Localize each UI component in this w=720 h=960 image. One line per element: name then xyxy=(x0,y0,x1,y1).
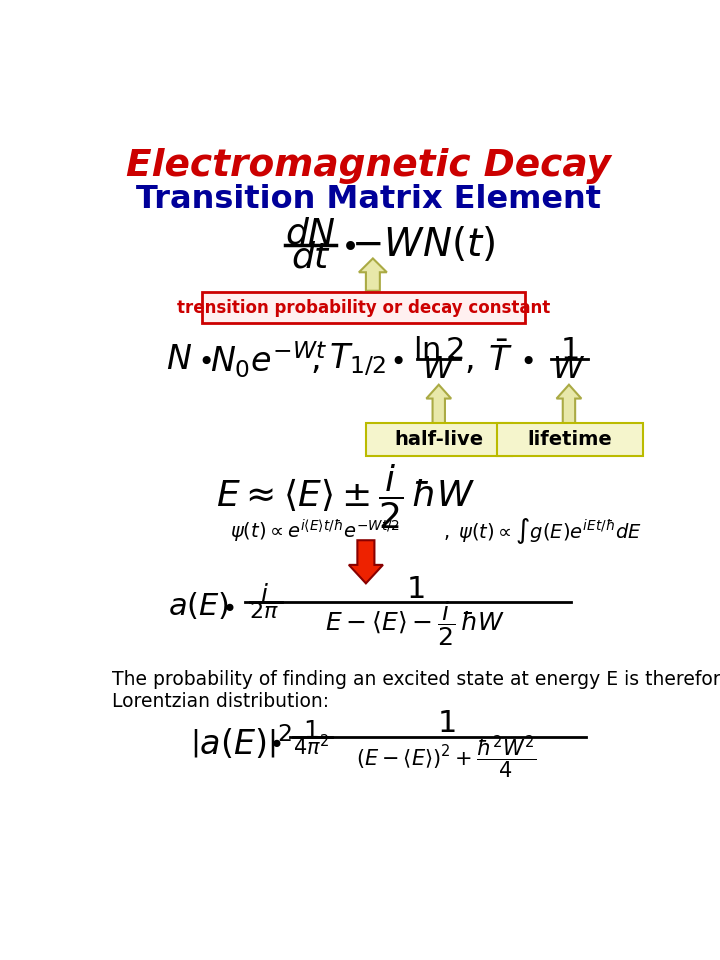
Text: $1$: $1$ xyxy=(303,720,319,743)
Text: $N$: $N$ xyxy=(166,344,192,376)
Text: $1$: $1$ xyxy=(437,708,456,739)
FancyArrow shape xyxy=(349,540,383,584)
Text: $1$: $1$ xyxy=(406,574,425,605)
Text: $dN$: $dN$ xyxy=(285,216,336,250)
Text: $\left(E - \langle E\rangle\right)^2 + \dfrac{\hbar^2 W^2}{4}$: $\left(E - \langle E\rangle\right)^2 + \… xyxy=(356,733,536,781)
Text: $W$: $W$ xyxy=(552,354,585,385)
Text: Electromagnetic Decay: Electromagnetic Decay xyxy=(127,148,611,183)
Text: $\bar{T}$: $\bar{T}$ xyxy=(488,342,513,378)
Text: $4\pi^2$: $4\pi^2$ xyxy=(292,734,329,759)
FancyBboxPatch shape xyxy=(366,423,512,456)
Text: $a(E)$: $a(E)$ xyxy=(168,591,229,622)
Text: $,\;\psi(t) \propto \int g(E) e^{iEt/\hbar} dE$: $,\;\psi(t) \propto \int g(E) e^{iEt/\hb… xyxy=(443,516,642,546)
Text: $\bullet$: $\bullet$ xyxy=(268,732,282,755)
Text: $i$: $i$ xyxy=(260,585,269,607)
Text: $,$: $,$ xyxy=(464,344,473,376)
Text: $dt$: $dt$ xyxy=(291,241,331,275)
Text: lifetime: lifetime xyxy=(527,430,612,449)
FancyArrow shape xyxy=(359,258,387,291)
Text: $E - \langle E\rangle - \dfrac{i}{2}\,\hbar W$: $E - \langle E\rangle - \dfrac{i}{2}\,\h… xyxy=(325,599,505,648)
Text: $N_0 e^{-Wt}$: $N_0 e^{-Wt}$ xyxy=(210,340,327,380)
Text: Transition Matrix Element: Transition Matrix Element xyxy=(137,184,601,215)
Text: $\bullet$: $\bullet$ xyxy=(197,347,212,373)
Text: $\bullet$: $\bullet$ xyxy=(389,347,403,373)
Text: The probability of finding an excited state at energy E is therefore given by a
: The probability of finding an excited st… xyxy=(112,670,720,710)
Text: $W$: $W$ xyxy=(422,354,455,385)
Text: $\bullet$: $\bullet$ xyxy=(519,347,534,373)
Text: $1$: $1$ xyxy=(559,335,578,367)
Text: trensition probability or decay constant: trensition probability or decay constant xyxy=(177,299,550,317)
Text: $\bullet$: $\bullet$ xyxy=(340,229,356,260)
Text: $\psi(t) \propto e^{i\langle E\rangle t/\hbar} e^{-Wt/2}$: $\psi(t) \propto e^{i\langle E\rangle t/… xyxy=(230,517,399,544)
FancyArrow shape xyxy=(426,385,451,423)
Text: $2\pi$: $2\pi$ xyxy=(249,601,279,623)
Text: $\left|a(E)\right|^2$: $\left|a(E)\right|^2$ xyxy=(190,723,292,762)
Text: half-live: half-live xyxy=(394,430,483,449)
Text: $,$: $,$ xyxy=(310,344,320,376)
Text: $\bullet$: $\bullet$ xyxy=(221,595,235,618)
Text: $-WN(t)$: $-WN(t)$ xyxy=(351,225,495,264)
Text: $T_{1/2}$: $T_{1/2}$ xyxy=(329,342,386,378)
FancyArrow shape xyxy=(557,385,581,423)
Text: $\ln 2$: $\ln 2$ xyxy=(413,335,464,367)
Text: $E \approx \langle E \rangle \pm \dfrac{i}{2}\,\hbar W$: $E \approx \langle E \rangle \pm \dfrac{… xyxy=(216,463,476,531)
FancyBboxPatch shape xyxy=(202,292,525,324)
FancyBboxPatch shape xyxy=(497,423,642,456)
